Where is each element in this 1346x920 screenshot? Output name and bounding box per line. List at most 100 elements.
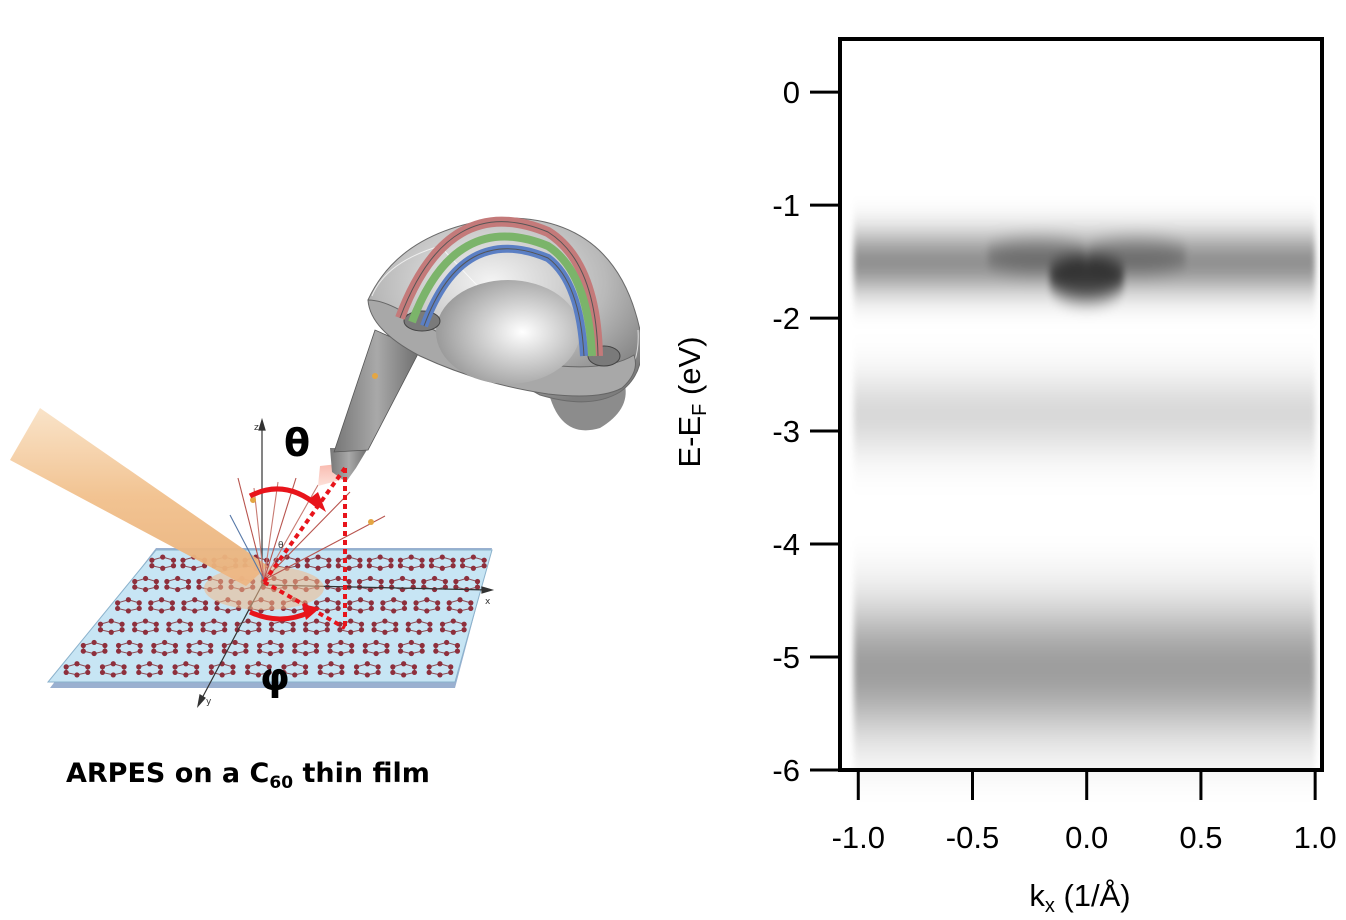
- band-3: [853, 547, 1316, 773]
- lattice-atom: [416, 618, 422, 624]
- lattice-atom: [222, 627, 228, 633]
- lattice-atom: [371, 621, 377, 627]
- lattice-atom: [194, 664, 200, 670]
- lattice-atom: [410, 578, 416, 585]
- x-tick-label: -1.0: [832, 820, 885, 855]
- lattice-atom: [450, 563, 456, 569]
- lattice-atom: [208, 664, 214, 670]
- lattice-atom: [380, 605, 386, 612]
- inner-theta-label: θ: [278, 541, 284, 551]
- lattice-atom: [428, 563, 435, 569]
- lattice-atom: [142, 629, 149, 635]
- lattice-atom: [391, 597, 397, 603]
- lattice-atom: [427, 621, 433, 627]
- lattice-atom: [464, 575, 470, 582]
- lattice-atom: [85, 664, 91, 670]
- lattice-atom: [136, 605, 142, 612]
- lattice-atom: [292, 648, 298, 654]
- lattice-atom: [281, 664, 287, 670]
- lattice-atom: [439, 621, 446, 627]
- lattice-atom: [151, 642, 157, 649]
- lattice-atom: [411, 669, 418, 676]
- lattice-atom: [142, 618, 149, 624]
- band-slice: [853, 582, 1316, 600]
- lattice-atom: [153, 578, 159, 585]
- y-tick-label: -3: [772, 414, 800, 449]
- lattice-atom: [85, 669, 91, 676]
- lattice-atom: [136, 600, 142, 606]
- lattice-atom: [194, 669, 200, 676]
- lattice-atom: [328, 672, 334, 678]
- lattice-atom: [450, 629, 456, 635]
- lattice-atom: [74, 661, 80, 667]
- lattice-atom: [348, 618, 354, 624]
- lattice-atom: [313, 600, 320, 606]
- band-slice: [853, 393, 1316, 405]
- lattice-atom: [426, 664, 432, 670]
- lattice-atom: [245, 669, 251, 676]
- lattice-atom: [459, 563, 466, 569]
- lattice-atom: [315, 554, 321, 560]
- lattice-atom: [446, 600, 452, 606]
- y-axis-label-sub: F: [689, 404, 711, 416]
- lattice-atom: [346, 554, 352, 560]
- lattice-atom: [454, 648, 461, 654]
- lattice-atom: [137, 642, 143, 649]
- lattice-atom: [255, 672, 262, 678]
- lattice-atom: [401, 661, 407, 667]
- lattice-atom: [132, 621, 138, 627]
- lattice-atom: [232, 650, 238, 657]
- lattice-atom: [356, 578, 363, 585]
- angle-guides: [248, 466, 347, 630]
- band-slice: [853, 246, 1316, 255]
- lattice-atom: [164, 578, 170, 585]
- lattice-atom: [153, 584, 159, 590]
- lattice-atom: [347, 605, 353, 612]
- lattice-atom: [358, 621, 365, 627]
- lattice-atom: [317, 664, 323, 670]
- lattice-atom: [468, 605, 474, 612]
- lattice-atom: [335, 557, 341, 563]
- lattice-atom: [303, 650, 309, 657]
- lattice-atom: [349, 642, 355, 649]
- lattice-atom: [378, 578, 384, 585]
- lattice-atom: [267, 639, 273, 646]
- caption-text: ARPES on a C: [66, 758, 270, 789]
- lattice-atom: [428, 557, 435, 563]
- lattice-atom: [291, 608, 297, 614]
- caption-tail: thin film: [293, 758, 430, 789]
- lattice-atom: [102, 642, 108, 649]
- band-slice: [854, 547, 1315, 564]
- lattice-atom: [221, 642, 227, 649]
- lattice-atom: [382, 629, 388, 635]
- lattice-atom: [380, 600, 386, 606]
- lattice-atom: [80, 648, 86, 654]
- lattice-atom: [362, 648, 368, 654]
- lattice-atom: [256, 642, 263, 649]
- lattice-atom: [346, 565, 352, 571]
- lattice-atom: [408, 565, 414, 571]
- lattice-atom: [448, 669, 454, 676]
- lattice-atom: [278, 642, 284, 649]
- lattice-atom: [292, 642, 298, 649]
- lattice-atom: [421, 578, 427, 585]
- lattice-atom: [397, 557, 404, 563]
- lattice-atom: [245, 618, 251, 624]
- lattice-atom: [281, 669, 287, 676]
- lattice-atom: [230, 664, 236, 670]
- lattice-atom: [180, 557, 186, 563]
- lattice-atom: [327, 642, 333, 649]
- x-tick-label: 0.0: [1065, 820, 1108, 855]
- lattice-atom: [375, 669, 381, 676]
- y-tick-label: 0: [783, 75, 800, 110]
- band-1: [853, 214, 1316, 310]
- lattice-atom: [200, 621, 206, 627]
- lattice-atom: [457, 597, 463, 603]
- lattice-atom: [357, 563, 363, 569]
- lattice-atom: [377, 565, 383, 571]
- lattice-atom: [335, 586, 341, 593]
- lattice-atom: [196, 584, 202, 590]
- phi-label: φ: [260, 655, 290, 699]
- lattice-atom: [397, 563, 404, 569]
